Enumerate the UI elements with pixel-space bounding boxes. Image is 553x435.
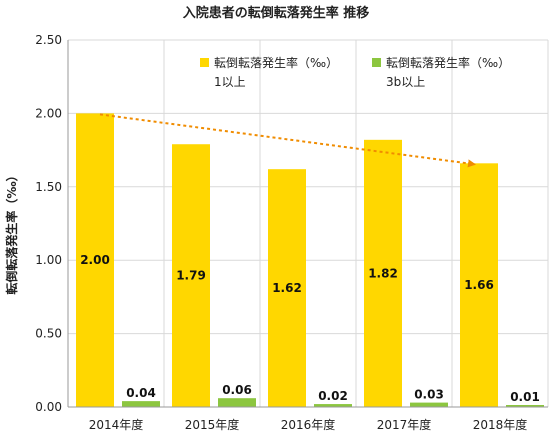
bar-series-2 — [122, 401, 160, 407]
y-tick-label: 0.50 — [35, 327, 62, 341]
legend-label-sub: 3b以上 — [386, 75, 425, 89]
x-tick-label: 2018年度 — [473, 417, 528, 432]
data-label-series-2: 0.06 — [222, 383, 252, 397]
data-label-series-1: 1.66 — [464, 278, 494, 292]
y-tick-label: 0.00 — [35, 400, 62, 414]
bar-series-1 — [460, 163, 498, 407]
legend-label: 転倒転落発生率（‰） — [386, 55, 510, 70]
trend-arrow — [99, 113, 476, 168]
bar-series-1 — [364, 139, 402, 407]
bar-series-2 — [410, 402, 448, 407]
y-tick-label: 2.00 — [35, 106, 62, 120]
legend-swatch — [200, 58, 209, 67]
bars — [76, 113, 544, 408]
y-tick-label: 2.50 — [35, 33, 62, 47]
data-label-series-1: 1.62 — [272, 281, 302, 295]
legend-swatch — [372, 58, 381, 67]
y-axis-label: 転倒転落発生率（‰） — [4, 169, 19, 294]
grid-lines — [67, 39, 549, 408]
chart-title: 入院患者の転倒転落発生率 推移 — [183, 5, 370, 21]
bar-series-2 — [314, 404, 352, 407]
axes: 0.00 0.50 1.00 1.50 2.00 2.50 2014年度 2015年度 2016… — [35, 33, 548, 432]
data-label-series-1: 1.79 — [176, 269, 206, 283]
x-tick-label: 2016年度 — [281, 417, 336, 432]
legend-label-sub: 1以上 — [214, 75, 246, 89]
data-label-series-2: 0.04 — [126, 386, 156, 400]
legend: 転倒転落発生率（‰） 1以上 転倒転落発生率（‰） 3b以上 — [200, 55, 510, 89]
data-label-series-1: 2.00 — [80, 253, 110, 267]
y-tick-label: 1.50 — [35, 180, 62, 194]
x-tick-label: 2017年度 — [377, 417, 432, 432]
x-tick-label: 2015年度 — [185, 417, 240, 432]
data-label-series-1: 1.82 — [368, 266, 398, 280]
data-label-series-2: 0.02 — [318, 389, 348, 403]
bar-series-2 — [506, 405, 544, 407]
bar-series-1 — [76, 113, 114, 408]
bar-series-1 — [268, 169, 306, 407]
x-tick-label: 2014年度 — [89, 417, 144, 432]
bar-series-2 — [218, 398, 256, 407]
data-label-series-2: 0.01 — [510, 390, 540, 404]
legend-label: 転倒転落発生率（‰） — [214, 55, 338, 70]
data-label-series-2: 0.03 — [414, 388, 444, 402]
trend-arrow-line — [99, 113, 476, 168]
bar-series-1 — [172, 144, 210, 407]
y-tick-label: 1.00 — [35, 253, 62, 267]
data-labels: 2.00 0.04 1.79 0.06 1.62 0.02 1.82 0.03 1.66 0.01 — [80, 253, 540, 404]
